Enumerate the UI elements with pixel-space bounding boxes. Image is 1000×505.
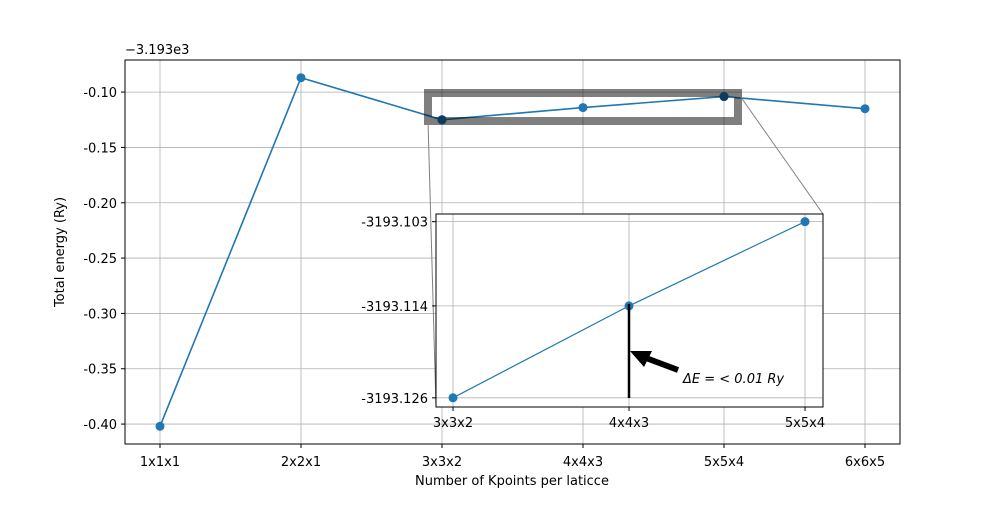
inset-y-tick-label: -3193.114 bbox=[361, 300, 428, 315]
main-series-line bbox=[159, 76, 866, 427]
main-data-point bbox=[155, 421, 165, 431]
main-y-tick-label: -0.15 bbox=[83, 141, 117, 156]
inset-x-ticks: 3x3x2 4x4x3 5x5x4 bbox=[433, 407, 825, 431]
x-axis-label: Number of Kpoints per laticce bbox=[415, 474, 609, 489]
inset-plot-frame bbox=[435, 213, 824, 408]
inset-y-tick-label: -3193.126 bbox=[361, 392, 428, 407]
inset-y-ticks: -3193.103 -3193.114 -3193.126 bbox=[361, 216, 436, 407]
inset-x-tick-label: 3x3x2 bbox=[433, 416, 473, 431]
zoom-connector-right bbox=[737, 92, 824, 215]
zoom-connector-left bbox=[427, 120, 437, 408]
inset-x-tick-label: 4x4x3 bbox=[609, 416, 649, 431]
main-y-ticks: -0.10 -0.15 -0.20 -0.25 -0.30 -0.35 -0.40 bbox=[83, 86, 125, 433]
inset-data-point bbox=[800, 217, 810, 227]
main-y-tick-label: -0.10 bbox=[83, 86, 117, 101]
main-plot-frame bbox=[124, 59, 901, 445]
main-data-point bbox=[296, 73, 306, 83]
main-x-tick-label: 2x2x1 bbox=[281, 455, 321, 470]
inset-x-tick-label: 5x5x4 bbox=[785, 416, 825, 431]
main-y-tick-label: -0.30 bbox=[83, 307, 117, 322]
main-data-point bbox=[578, 103, 588, 113]
main-y-tick-label: -0.35 bbox=[83, 363, 117, 378]
main-y-tick-label: -0.40 bbox=[83, 418, 117, 433]
main-x-tick-label: 3x3x2 bbox=[422, 455, 462, 470]
main-x-tick-label: 4x4x3 bbox=[563, 455, 603, 470]
main-x-tick-label: 1x1x1 bbox=[140, 455, 180, 470]
main-x-ticks: 1x1x1 2x2x1 3x3x2 4x4x3 5x5x4 6x6x5 bbox=[140, 444, 885, 470]
main-data-point-highlighted bbox=[437, 115, 447, 125]
zoom-indicator-box bbox=[424, 89, 742, 125]
delta-annotation: ΔE = < 0.01 Ry bbox=[682, 372, 784, 387]
inset-y-tick-label: -3193.103 bbox=[361, 216, 428, 231]
y-offset-label: −3.193e3 bbox=[125, 43, 189, 58]
y-axis-label: Total energy (Ry) bbox=[53, 197, 68, 308]
main-y-tick-label: -0.20 bbox=[83, 197, 117, 212]
main-x-tick-label: 6x6x5 bbox=[845, 455, 885, 470]
main-data-point bbox=[860, 104, 870, 114]
inset-data-point bbox=[448, 393, 458, 403]
main-y-tick-label: -0.25 bbox=[83, 252, 117, 267]
main-data-point-highlighted bbox=[719, 92, 729, 102]
main-series bbox=[155, 73, 870, 431]
main-x-tick-label: 5x5x4 bbox=[704, 455, 744, 470]
annotation-arrow bbox=[630, 351, 680, 373]
